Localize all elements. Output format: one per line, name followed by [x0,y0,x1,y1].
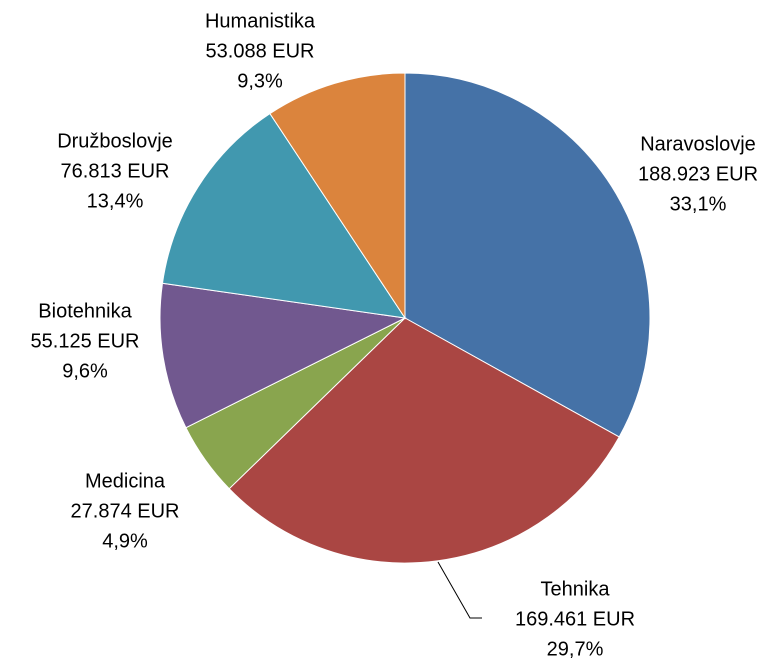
slice-label: Naravoslovje [640,133,756,155]
slice-label: Biotehnika [38,300,132,322]
pie-slice [269,72,406,320]
pie-slice [228,317,620,564]
slice-value: 27.874 EUR [71,500,180,522]
slice-percent: 13,4% [87,190,144,212]
slice-label: Družboslovje [57,130,173,152]
slice-label: Humanistika [205,10,316,32]
slice-value: 76.813 EUR [61,160,170,182]
slice-label: Tehnika [541,578,611,600]
slice-value: 55.125 EUR [31,330,140,352]
slice-percent: 4,9% [102,530,148,552]
slice-value: 169.461 EUR [515,608,635,630]
slice-percent: 9,6% [62,360,108,382]
slice-percent: 9,3% [237,70,283,92]
slice-label: Medicina [85,470,166,492]
slice-value: 53.088 EUR [206,40,315,62]
pie-slice [161,112,407,319]
pie-slice [404,72,651,438]
slice-percent: 33,1% [670,193,727,215]
leader-line [437,561,482,619]
slice-percent: 29,7% [547,638,604,660]
pie-slice [159,282,407,429]
slice-value: 188.923 EUR [638,163,758,185]
